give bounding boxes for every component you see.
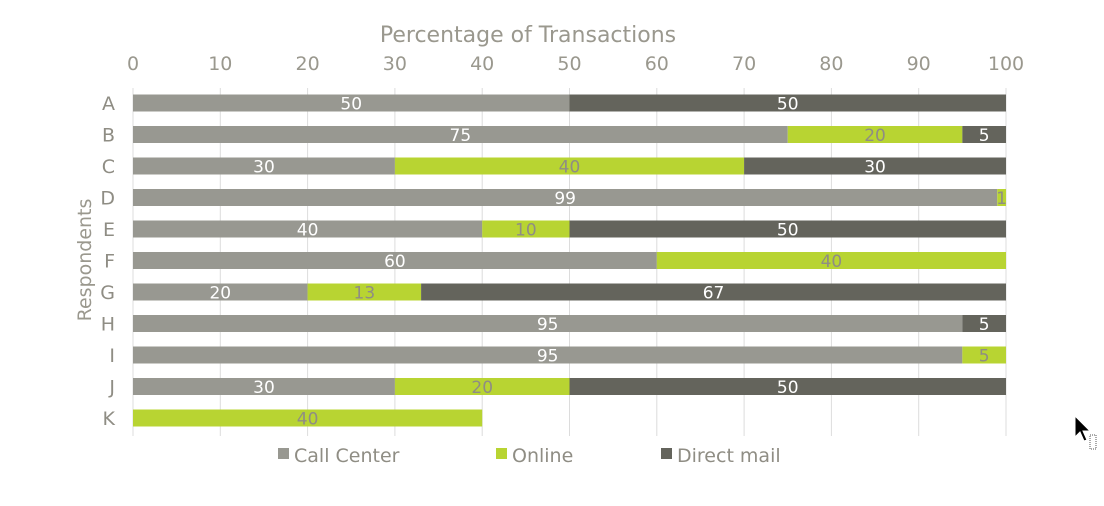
category-label: A bbox=[102, 93, 115, 115]
data-label: 20 bbox=[209, 284, 231, 304]
data-label: 99 bbox=[554, 189, 576, 209]
legend-swatch bbox=[661, 448, 672, 459]
x-tick-label: 70 bbox=[732, 53, 756, 75]
x-tick-label: 80 bbox=[819, 53, 843, 75]
bar-segment bbox=[997, 189, 1006, 206]
bar-segment bbox=[482, 220, 570, 238]
category-label: K bbox=[103, 408, 116, 430]
bar-segment bbox=[307, 283, 422, 301]
data-label: 1 bbox=[996, 189, 1007, 209]
x-tick-label: 90 bbox=[907, 53, 931, 75]
data-label: 50 bbox=[340, 95, 362, 115]
bars bbox=[133, 94, 1007, 427]
legend-swatch bbox=[496, 448, 507, 459]
category-label: B bbox=[102, 125, 115, 147]
legend-swatch bbox=[278, 448, 289, 459]
data-label: 50 bbox=[777, 378, 799, 398]
legend-label: Direct mail bbox=[677, 445, 781, 467]
bar-segment bbox=[744, 157, 1006, 175]
bar-segment bbox=[133, 346, 963, 364]
data-label: 5 bbox=[979, 315, 990, 335]
bar-segment bbox=[787, 126, 963, 143]
data-label: 30 bbox=[864, 158, 886, 178]
x-tick-label: 40 bbox=[470, 53, 494, 75]
bar-segment bbox=[133, 283, 308, 301]
bar-segment bbox=[133, 94, 570, 112]
data-label: 20 bbox=[864, 126, 886, 146]
mouse-pointer-icon bbox=[1074, 415, 1097, 450]
data-label: 30 bbox=[253, 378, 275, 398]
data-label: 95 bbox=[537, 315, 559, 335]
data-label: 40 bbox=[559, 158, 581, 178]
data-label: 75 bbox=[450, 126, 472, 146]
x-tick-label: 30 bbox=[383, 53, 407, 75]
category-label: D bbox=[100, 188, 115, 210]
category-label: I bbox=[109, 345, 115, 367]
bar-segment bbox=[133, 378, 395, 395]
category-label: E bbox=[103, 219, 115, 241]
data-label: 20 bbox=[471, 378, 493, 398]
bar-segment bbox=[569, 94, 1006, 112]
x-tick-label: 10 bbox=[208, 53, 232, 75]
bar-segment bbox=[421, 283, 1007, 301]
bar-segment bbox=[133, 157, 395, 175]
x-tick-label: 20 bbox=[296, 53, 320, 75]
x-tick-label: 0 bbox=[127, 53, 139, 75]
category-label: G bbox=[100, 282, 115, 304]
legend-label: Online bbox=[512, 445, 573, 467]
legend-label: Call Center bbox=[294, 445, 400, 467]
data-label: 10 bbox=[515, 221, 537, 241]
bar-segment bbox=[133, 189, 998, 206]
data-label: 5 bbox=[979, 347, 990, 367]
bar-segment bbox=[962, 126, 1006, 143]
bar-segment bbox=[133, 220, 483, 238]
data-label: 5 bbox=[979, 126, 990, 146]
data-label: 40 bbox=[821, 252, 843, 272]
category-label: F bbox=[104, 251, 115, 273]
data-label: 13 bbox=[354, 284, 376, 304]
x-tick-label: 100 bbox=[988, 53, 1024, 75]
data-label: 40 bbox=[297, 221, 319, 241]
category-label: C bbox=[102, 156, 115, 178]
bar-segment bbox=[569, 220, 1006, 238]
x-axis-title: Percentage of Transactions bbox=[380, 23, 676, 48]
data-label: 50 bbox=[777, 95, 799, 115]
bar-segment bbox=[569, 378, 1006, 395]
data-label: 40 bbox=[297, 410, 319, 430]
data-label: 95 bbox=[537, 347, 559, 367]
bar-segment bbox=[962, 315, 1006, 332]
bar-segment bbox=[394, 378, 570, 395]
bar-segment bbox=[394, 157, 745, 175]
bar-segment bbox=[133, 252, 657, 269]
data-labels: 50 50 75 20 5 30 40 30 99 1 40 10 50 60 40 20 13 67 95 5 95 5… bbox=[209, 95, 1007, 430]
data-label: 30 bbox=[253, 158, 275, 178]
legend[interactable]: Call Center Online Direct mail bbox=[278, 445, 781, 467]
bar-segment bbox=[962, 346, 1006, 364]
x-tick-label: 60 bbox=[645, 53, 669, 75]
bar-segment bbox=[133, 126, 788, 143]
data-label: 50 bbox=[777, 221, 799, 241]
data-label: 60 bbox=[384, 252, 406, 272]
x-tick-label: 50 bbox=[557, 53, 581, 75]
x-axis-ticks: 0 10 20 30 40 50 60 70 80 90 100 bbox=[127, 53, 1024, 75]
category-label: J bbox=[108, 377, 115, 399]
bar-segment bbox=[133, 409, 483, 427]
bar-segment bbox=[133, 315, 963, 332]
y-axis-title: Respondents bbox=[74, 199, 96, 322]
data-label: 67 bbox=[703, 284, 725, 304]
category-label: H bbox=[101, 314, 115, 336]
bar-segment bbox=[656, 252, 1006, 269]
